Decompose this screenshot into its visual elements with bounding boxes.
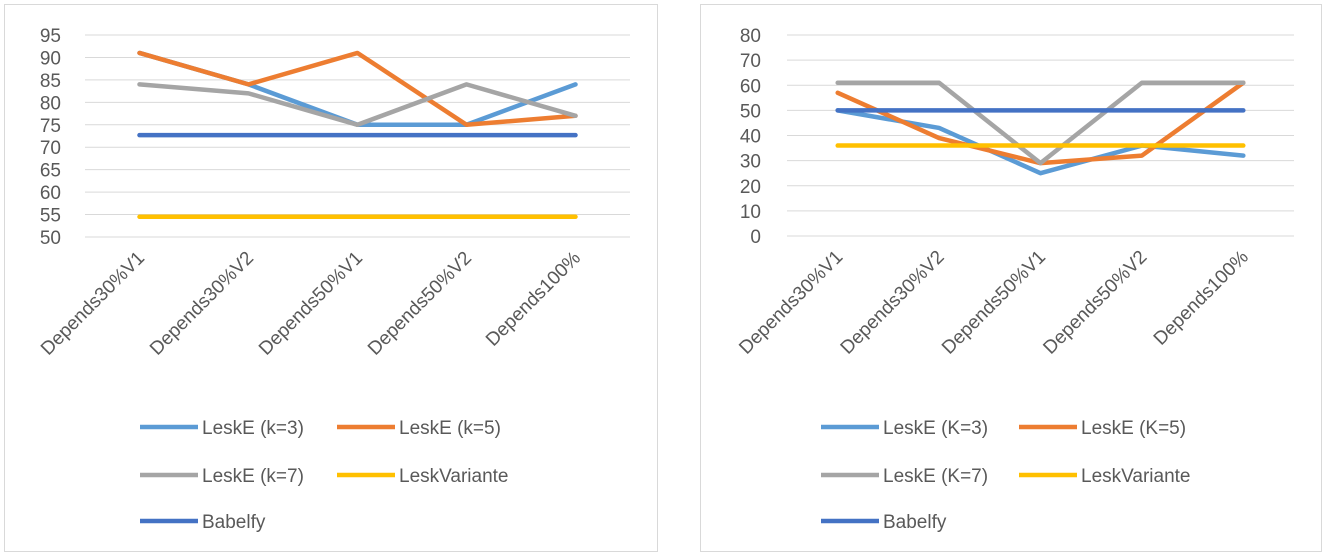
- right-series-line-3: [835, 80, 1246, 166]
- left-x-tick-label: Depends100%: [482, 248, 585, 351]
- right-y-tick-label: 60: [740, 76, 761, 97]
- left-y-tick-label: 80: [40, 93, 61, 114]
- right-y-tick-label: 70: [740, 51, 761, 72]
- right-legend-label-1: LeskE (K=3): [883, 418, 988, 439]
- right-legend-label-3: LeskE (K=7): [883, 466, 988, 487]
- left-y-tick-label: 90: [40, 48, 61, 69]
- right-y-tick-label: 20: [740, 177, 761, 198]
- left-y-tick-label: 55: [40, 206, 61, 227]
- left-series-line-3: [137, 82, 578, 128]
- left-y-tick-label: 65: [40, 161, 61, 182]
- left-legend-label-4: LeskVariante: [399, 466, 509, 487]
- left-y-tick-label: 95: [40, 26, 61, 47]
- right-y-tick-label: 30: [740, 152, 761, 173]
- left-y-tick-label: 75: [40, 116, 61, 137]
- right-x-tick-label: Depends30%V2: [837, 247, 949, 359]
- left-legend-label-2: LeskE (k=5): [399, 418, 501, 439]
- left-y-tick-label: 70: [40, 138, 61, 159]
- left-x-tick-label: Depends50%V2: [364, 248, 476, 360]
- left-y-tick-label: 50: [40, 228, 61, 249]
- left-x-tick-label: Depends30%V2: [146, 248, 258, 360]
- left-legend-label-5: Babelfy: [202, 512, 266, 533]
- right-legend-label-5: Babelfy: [883, 512, 947, 533]
- right-x-tick-label: Depends30%V1: [735, 247, 847, 359]
- right-x-tick-label: Depends100%: [1150, 247, 1253, 350]
- right-y-tick-label: 0: [750, 227, 761, 248]
- right-legend-label-4: LeskVariante: [1081, 466, 1191, 487]
- left-y-tick-label: 60: [40, 183, 61, 204]
- left-y-tick-label: 85: [40, 71, 61, 92]
- right-y-tick-label: 10: [740, 202, 761, 223]
- right-x-tick-label: Depends50%V2: [1039, 247, 1151, 359]
- chart-left: 50 55 60 65 70 75 80 85 90 95 Depends30%V1 Depends3…: [4, 4, 658, 552]
- chart-right-svg: 0 10 20 30 40 50 60 70 80 Depends30%V1Depends30%V…: [735, 26, 1294, 533]
- right-y-tick-label: 50: [740, 101, 761, 122]
- right-x-tick-label: Depends50%V1: [938, 247, 1050, 359]
- left-legend-label-1: LeskE (k=3): [202, 418, 304, 439]
- left-x-tick-label: Depends50%V1: [255, 248, 367, 360]
- left-x-tick-label: Depends30%V1: [37, 248, 149, 360]
- left-legend-label-3: LeskE (k=7): [202, 466, 304, 487]
- chart-right: 0 10 20 30 40 50 60 70 80 Depends30%V1 Depends30%V…: [700, 4, 1322, 552]
- right-y-tick-label: 80: [740, 26, 761, 47]
- right-legend-label-2: LeskE (K=5): [1081, 418, 1186, 439]
- left-series-line-2: [137, 50, 578, 128]
- right-y-tick-label: 40: [740, 127, 761, 148]
